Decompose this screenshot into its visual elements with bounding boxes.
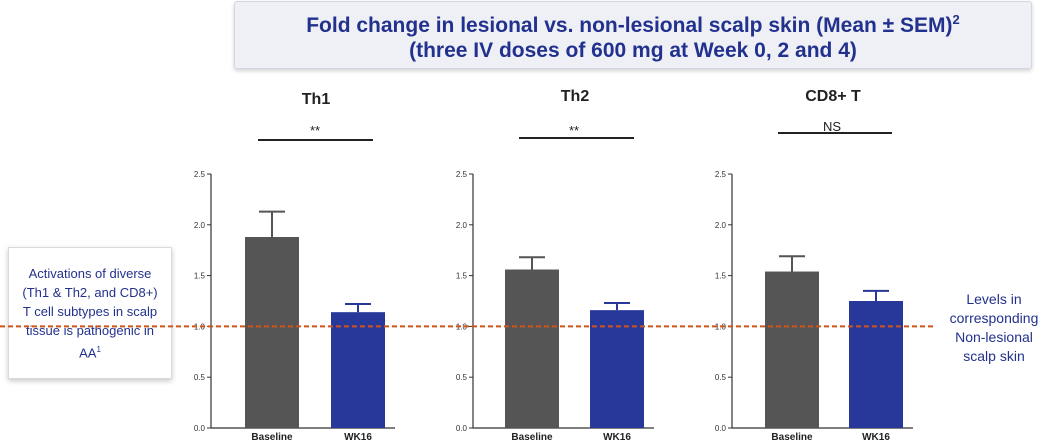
y-tick-label-th1: 0.5 — [194, 373, 206, 382]
note-superscript: 1 — [96, 344, 101, 354]
y-tick-label-th1: 1.5 — [194, 272, 206, 281]
x-tick-label-th2: WK16 — [603, 432, 631, 443]
bar-th1-baseline — [245, 236, 299, 428]
title-superscript: 2 — [952, 12, 960, 27]
chart-title-line1: Fold change in lesional vs. non-lesional… — [306, 12, 960, 37]
bar-cd8-wk16 — [849, 301, 903, 428]
x-tick-label-th1: WK16 — [344, 432, 372, 443]
y-tick-label-cd8: 0.5 — [715, 373, 727, 382]
y-tick-label-th2: 1.0 — [456, 322, 468, 331]
y-tick-label-cd8: 0.0 — [715, 424, 727, 433]
y-tick-label-th2: 0.0 — [456, 424, 468, 433]
x-tick-label-cd8: Baseline — [771, 432, 813, 443]
y-tick-label-th1: 1.0 — [194, 322, 206, 331]
y-tick-label-th2: 1.5 — [456, 272, 468, 281]
x-tick-label-cd8: WK16 — [862, 432, 890, 443]
x-tick-label-th2: Baseline — [511, 432, 553, 443]
panel-title-cd8: CD8+ T — [805, 88, 861, 105]
bar-cd8-baseline — [765, 271, 819, 428]
bar-th1-wk16 — [331, 312, 385, 428]
y-tick-label-cd8: 2.5 — [715, 170, 727, 179]
bar-th2-baseline — [505, 269, 559, 428]
chart-title-line2: (three IV doses of 600 mg at Week 0, 2 a… — [409, 39, 857, 62]
y-tick-label-th1: 0.0 — [194, 424, 206, 433]
y-tick-label-th2: 0.5 — [456, 373, 468, 382]
y-tick-label-cd8: 1.5 — [715, 272, 727, 281]
significance-label-th1: ** — [309, 123, 321, 138]
y-tick-label-th2: 2.0 — [456, 221, 468, 230]
y-tick-label-cd8: 2.0 — [715, 221, 727, 230]
y-tick-label-th2: 2.5 — [456, 170, 468, 179]
significance-label-th2: ** — [568, 123, 580, 138]
bar-th2-wk16 — [590, 310, 644, 428]
panel-title-th2: Th2 — [560, 88, 590, 105]
y-tick-label-th1: 2.5 — [194, 170, 206, 179]
reference-line-label: Levels in corresponding Non-lesional sca… — [949, 291, 1039, 364]
chart-title-box: Fold change in lesional vs. non-lesional… — [234, 1, 1032, 69]
x-tick-label-th1: Baseline — [251, 432, 293, 443]
pathogenic-note-box: Activations of diverse (Th1 & Th2, and C… — [8, 247, 172, 379]
y-tick-label-th1: 2.0 — [194, 221, 206, 230]
significance-label-cd8: NS — [822, 119, 842, 134]
panel-title-th1: Th1 — [301, 91, 331, 108]
